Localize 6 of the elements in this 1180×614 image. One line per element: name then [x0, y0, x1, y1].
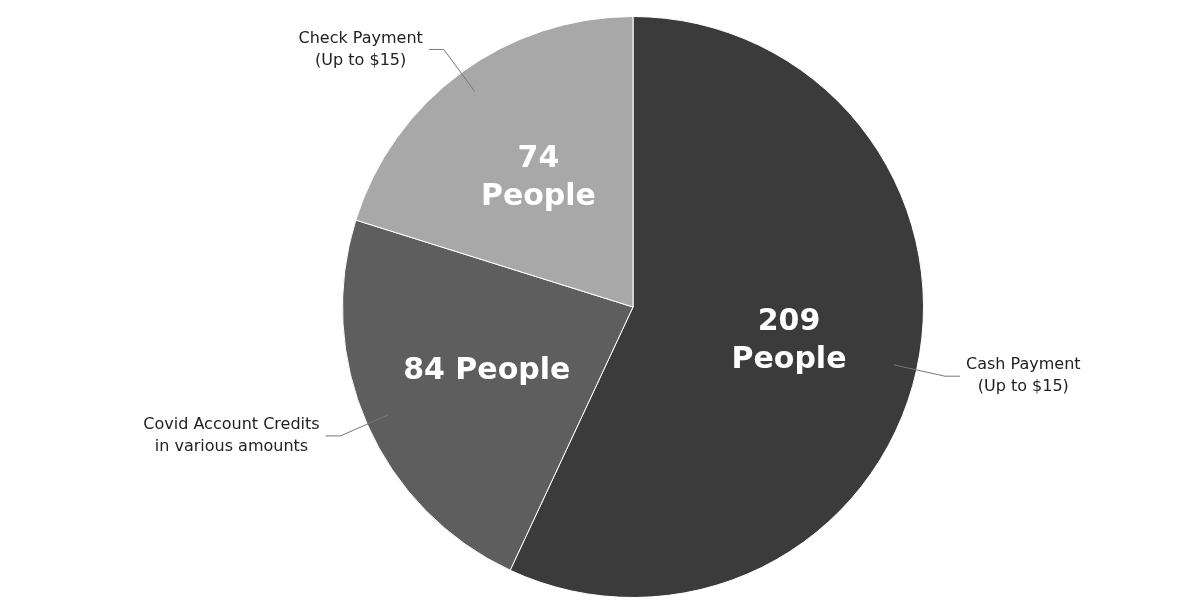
data-label: 74 People	[480, 139, 596, 213]
slice-label: Check Payment (Up to $15)	[298, 27, 423, 69]
data-label: 84 People	[403, 351, 571, 387]
slice-label: Cash Payment (Up to $15)	[965, 354, 1081, 396]
data-label: 209 People	[731, 302, 847, 376]
slice-label: Covid Account Credits in various amounts	[143, 414, 320, 456]
